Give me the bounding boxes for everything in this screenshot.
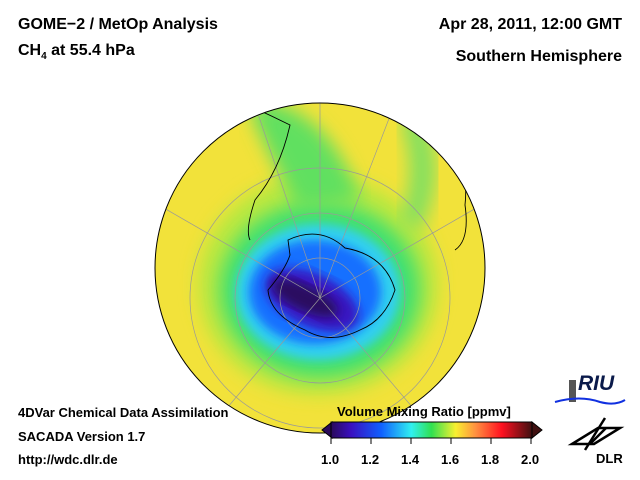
species: CH <box>18 42 42 59</box>
riu-logo-text: RIU <box>578 372 615 395</box>
colorbar-tick: 1.8 <box>481 452 500 467</box>
colorbar-tick: 1.0 <box>321 452 340 467</box>
method-label: 4DVar Chemical Data Assimilation <box>18 405 229 420</box>
globe-outline <box>154 102 486 434</box>
hemisphere: Southern Hemisphere <box>455 48 622 65</box>
colorbar-tick: 1.2 <box>361 452 380 467</box>
ch4-field <box>155 103 485 433</box>
colorbar-tick: 1.6 <box>441 452 460 467</box>
colorbar-tick: 2.0 <box>521 452 540 467</box>
species-subscript: 4 <box>41 51 47 63</box>
website-link[interactable]: http://wdc.dlr.de <box>18 452 118 467</box>
colorbar-title: Volume Mixing Ratio [ppmv] <box>337 404 511 419</box>
colorbar-max-arrow <box>531 420 543 440</box>
colorbar-gradient <box>330 421 533 439</box>
map-title: GOME−2 / MetOp Analysis <box>18 16 218 33</box>
species-level: CH4 at 55.4 hPa <box>18 42 135 62</box>
colorbar <box>321 420 543 444</box>
datetime: Apr 28, 2011, 12:00 GMT <box>438 16 622 33</box>
pressure-level: at 55.4 hPa <box>46 42 135 59</box>
riu-logo <box>554 380 626 405</box>
colorbar-tick: 1.4 <box>401 452 420 467</box>
version-label: SACADA Version 1.7 <box>18 429 146 444</box>
dlr-logo-text: DLR <box>596 451 623 466</box>
dlr-logo <box>567 417 625 451</box>
